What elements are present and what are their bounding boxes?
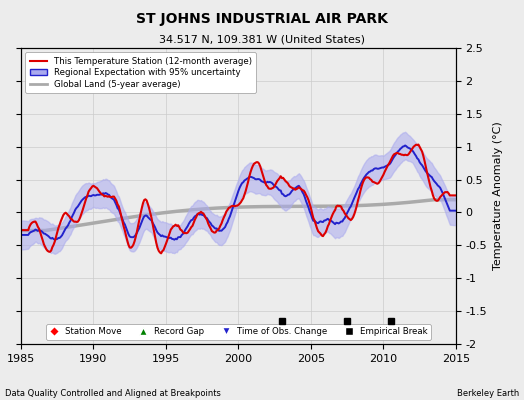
Text: Berkeley Earth: Berkeley Earth [456, 389, 519, 398]
Y-axis label: Temperature Anomaly (°C): Temperature Anomaly (°C) [493, 122, 503, 270]
Text: Data Quality Controlled and Aligned at Breakpoints: Data Quality Controlled and Aligned at B… [5, 389, 221, 398]
Legend: Station Move, Record Gap, Time of Obs. Change, Empirical Break: Station Move, Record Gap, Time of Obs. C… [46, 324, 431, 340]
Text: 34.517 N, 109.381 W (United States): 34.517 N, 109.381 W (United States) [159, 34, 365, 44]
Text: ST JOHNS INDUSTRIAL AIR PARK: ST JOHNS INDUSTRIAL AIR PARK [136, 12, 388, 26]
